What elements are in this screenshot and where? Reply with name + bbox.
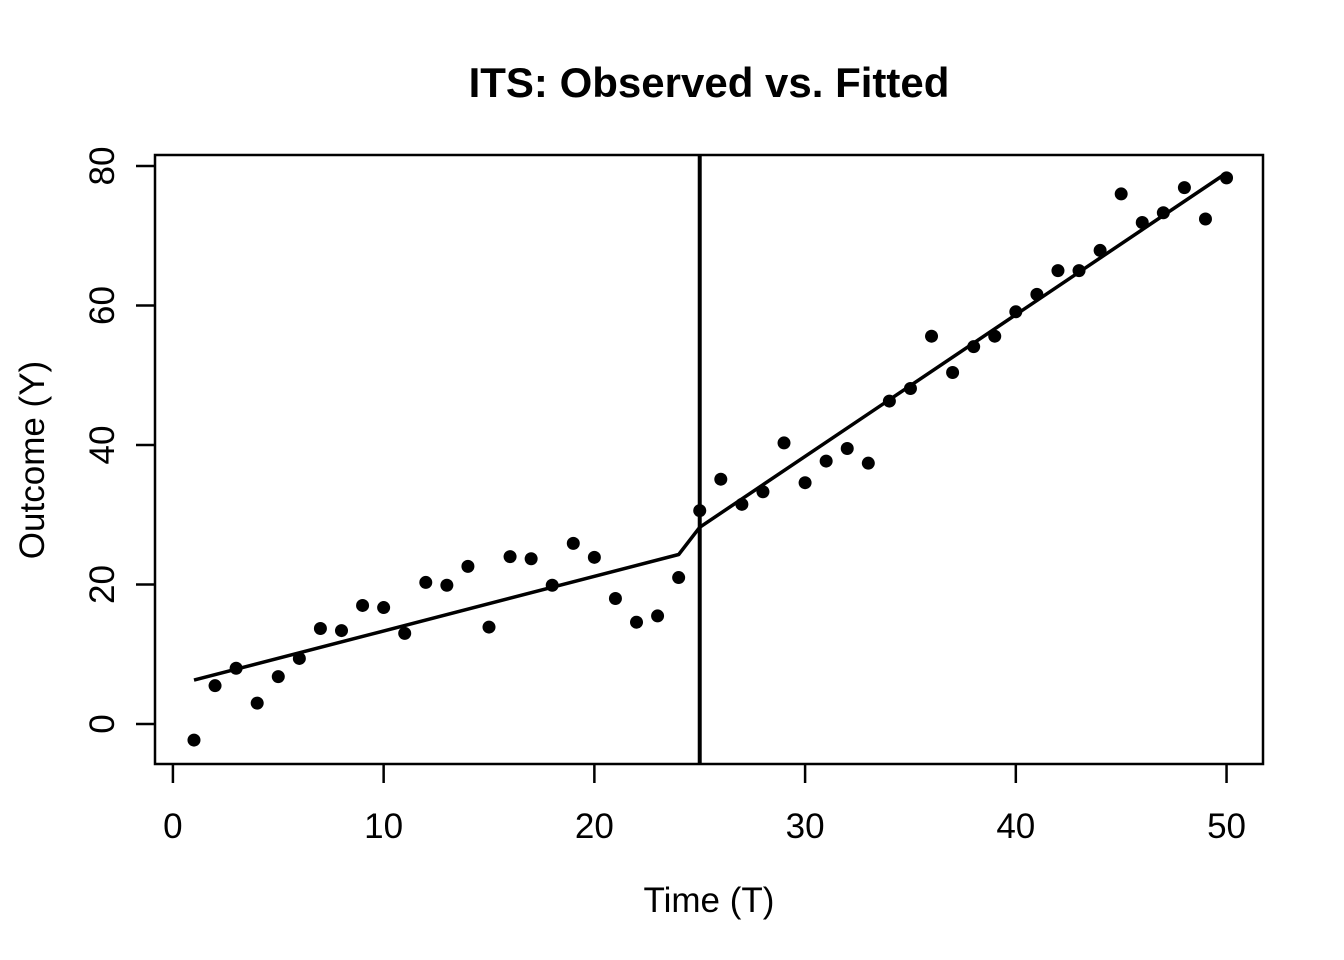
data-point [313, 621, 327, 635]
data-point [482, 620, 496, 634]
data-point [840, 442, 854, 456]
data-point [651, 609, 665, 623]
data-point [1114, 187, 1128, 201]
data-point [334, 624, 348, 638]
x-axis-label: Time (T) [644, 881, 775, 920]
data-point [524, 552, 538, 566]
x-tick-label: 50 [1207, 807, 1246, 846]
data-point [208, 679, 222, 693]
data-point [777, 436, 791, 450]
y-tick-label: 80 [83, 147, 122, 186]
x-tick-label: 40 [996, 807, 1035, 846]
y-axis-label: Outcome (Y) [13, 361, 52, 559]
data-point [419, 575, 433, 589]
x-tick-label: 30 [786, 807, 825, 846]
data-point [630, 615, 644, 629]
data-point [187, 733, 201, 747]
data-point [714, 472, 728, 486]
data-point [1093, 243, 1107, 257]
data-point [566, 536, 580, 550]
data-point [461, 559, 475, 573]
data-point [271, 670, 285, 684]
data-point [1198, 212, 1212, 226]
data-point [356, 598, 370, 612]
x-tick-label: 20 [575, 807, 614, 846]
x-tick-label: 10 [364, 807, 403, 846]
plot-area: 0 10 20 30 40 50 0 20 40 60 80 [83, 147, 1265, 846]
data-point [503, 550, 517, 564]
data-point [1051, 264, 1065, 278]
data-point [587, 550, 601, 564]
data-point [819, 454, 833, 468]
data-point [1177, 181, 1191, 195]
x-tick-label: 0 [163, 807, 182, 846]
data-point [250, 696, 264, 710]
data-point [946, 365, 960, 379]
y-tick-label: 60 [83, 286, 122, 325]
y-tick-label: 40 [83, 426, 122, 465]
y-tick-label: 0 [83, 714, 122, 733]
data-point [672, 571, 686, 585]
data-point [798, 476, 812, 490]
data-point [925, 329, 939, 343]
data-point [608, 591, 622, 605]
data-point [398, 626, 412, 640]
plot-box [153, 153, 1265, 766]
fitted-line [193, 171, 1228, 682]
data-point [377, 601, 391, 615]
chart-title: ITS: Observed vs. Fitted [469, 59, 950, 106]
data-point [440, 578, 454, 592]
data-point [861, 456, 875, 470]
y-tick-label: 20 [83, 565, 122, 604]
